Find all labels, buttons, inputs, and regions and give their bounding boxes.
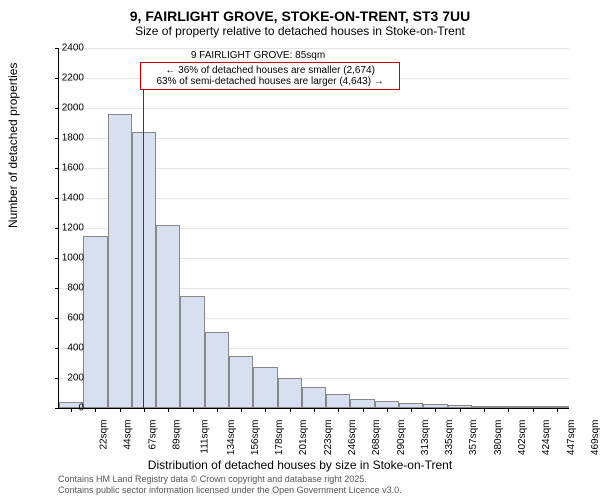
- xtick-label: 402sqm: [517, 420, 528, 456]
- xtick-mark: [193, 408, 194, 412]
- marker-line: [143, 86, 144, 408]
- bar: [83, 236, 107, 409]
- ytick-label: 200: [54, 373, 84, 384]
- xtick-label: 134sqm: [226, 420, 237, 456]
- annotation-label: 9 FAIRLIGHT GROVE: 85sqm: [191, 50, 325, 61]
- xtick-mark: [435, 408, 436, 412]
- xtick-mark: [557, 408, 558, 412]
- title-sub: Size of property relative to detached ho…: [0, 24, 600, 42]
- ytick-label: 0: [54, 403, 84, 414]
- xtick-label: 380sqm: [493, 420, 504, 456]
- ytick-label: 1800: [54, 133, 84, 144]
- x-axis-title: Distribution of detached houses by size …: [0, 458, 600, 472]
- xtick-label: 313sqm: [420, 420, 431, 456]
- xtick-mark: [265, 408, 266, 412]
- footer-line2: Contains public sector information licen…: [58, 485, 402, 496]
- xtick-mark: [290, 408, 291, 412]
- xtick-label: 156sqm: [250, 420, 261, 456]
- xtick-label: 424sqm: [541, 420, 552, 456]
- xtick-label: 246sqm: [347, 420, 358, 456]
- bar: [278, 378, 302, 408]
- xtick-label: 469sqm: [590, 420, 600, 456]
- annotation-line2: 63% of semi-detached houses are larger (…: [145, 76, 395, 87]
- xtick-mark: [95, 408, 96, 412]
- xtick-label: 290sqm: [396, 420, 407, 456]
- bar: [375, 401, 399, 409]
- bar: [302, 387, 326, 408]
- ytick-label: 600: [54, 313, 84, 324]
- ytick-label: 2200: [54, 73, 84, 84]
- bar: [180, 296, 204, 409]
- annotation-line1: ← 36% of detached houses are smaller (2,…: [145, 65, 395, 76]
- xtick-label: 111sqm: [200, 420, 211, 454]
- xtick-label: 89sqm: [172, 420, 183, 450]
- chart-container: 9, FAIRLIGHT GROVE, STOKE-ON-TRENT, ST3 …: [0, 0, 600, 500]
- xtick-label: 201sqm: [299, 420, 310, 456]
- xtick-label: 67sqm: [147, 420, 158, 450]
- gridline: [59, 108, 569, 109]
- ytick-label: 1000: [54, 253, 84, 264]
- ytick-label: 1600: [54, 163, 84, 174]
- ytick-label: 400: [54, 343, 84, 354]
- xtick-label: 357sqm: [469, 420, 480, 456]
- chart-area: [58, 48, 568, 408]
- xtick-mark: [363, 408, 364, 412]
- ytick-label: 2000: [54, 103, 84, 114]
- xtick-mark: [533, 408, 534, 412]
- annotation-box: ← 36% of detached houses are smaller (2,…: [140, 62, 400, 90]
- gridline: [59, 48, 569, 49]
- bar: [253, 367, 277, 408]
- xtick-label: 447sqm: [566, 420, 577, 456]
- footer: Contains HM Land Registry data © Crown c…: [58, 474, 402, 496]
- xtick-mark: [168, 408, 169, 412]
- title-main: 9, FAIRLIGHT GROVE, STOKE-ON-TRENT, ST3 …: [0, 0, 600, 24]
- xtick-mark: [144, 408, 145, 412]
- xtick-mark: [484, 408, 485, 412]
- xtick-mark: [338, 408, 339, 412]
- bar: [350, 399, 374, 408]
- xtick-mark: [314, 408, 315, 412]
- ytick-label: 800: [54, 283, 84, 294]
- xtick-mark: [120, 408, 121, 412]
- xtick-label: 44sqm: [123, 420, 134, 450]
- bar: [326, 394, 350, 408]
- ytick-label: 2400: [54, 43, 84, 54]
- xtick-label: 335sqm: [444, 420, 455, 456]
- xtick-label: 22sqm: [99, 420, 110, 450]
- xtick-mark: [460, 408, 461, 412]
- xtick-mark: [217, 408, 218, 412]
- plot-region: [58, 48, 569, 409]
- footer-line1: Contains HM Land Registry data © Crown c…: [58, 474, 402, 485]
- xtick-label: 223sqm: [323, 420, 334, 456]
- bar: [156, 225, 180, 408]
- xtick-label: 178sqm: [274, 420, 285, 456]
- xtick-mark: [241, 408, 242, 412]
- bar: [205, 332, 229, 409]
- ytick-label: 1200: [54, 223, 84, 234]
- bar: [108, 114, 132, 408]
- xtick-mark: [411, 408, 412, 412]
- xtick-mark: [508, 408, 509, 412]
- y-axis-title: Number of detached properties: [6, 63, 20, 228]
- bar: [229, 356, 253, 409]
- xtick-mark: [387, 408, 388, 412]
- xtick-label: 268sqm: [371, 420, 382, 456]
- ytick-label: 1400: [54, 193, 84, 204]
